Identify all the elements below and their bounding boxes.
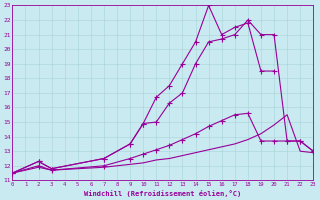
- X-axis label: Windchill (Refroidissement éolien,°C): Windchill (Refroidissement éolien,°C): [84, 190, 242, 197]
